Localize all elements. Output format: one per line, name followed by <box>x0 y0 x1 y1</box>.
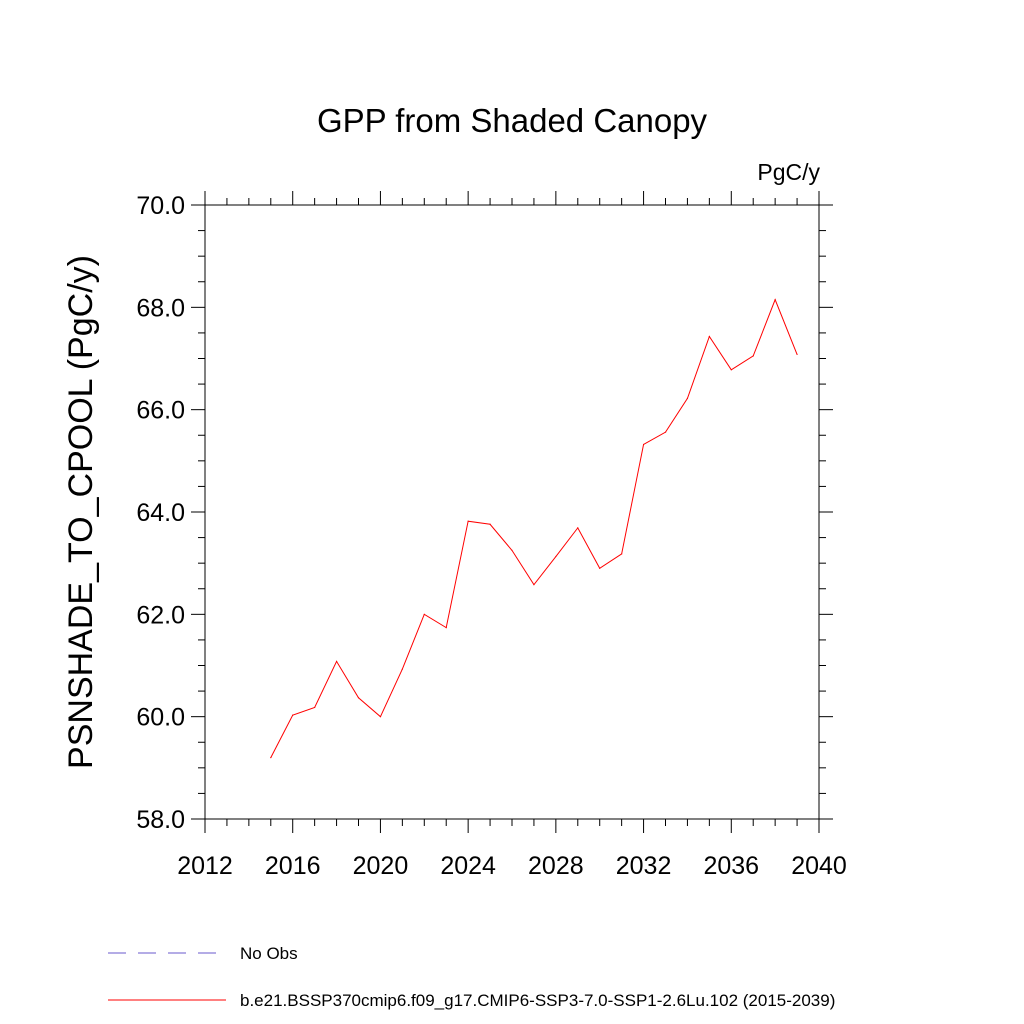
y-tick-label: 58.0 <box>136 806 185 834</box>
legend-label-series: b.e21.BSSP370cmip6.f09_g17.CMIP6-SSP3-7.… <box>240 991 835 1010</box>
data-point <box>445 627 447 629</box>
x-tick-label: 2024 <box>440 852 496 880</box>
x-tick-label: 2012 <box>177 852 233 880</box>
units-label: PgC/y <box>757 159 820 185</box>
x-tick-label: 2040 <box>791 852 847 880</box>
data-point <box>599 567 601 569</box>
chart-title: GPP from Shaded Canopy <box>317 102 708 139</box>
data-point <box>577 527 579 529</box>
data-point <box>664 431 667 433</box>
x-tick-label: 2016 <box>265 852 321 880</box>
data-point <box>423 613 425 615</box>
data-point <box>401 668 403 670</box>
data-point <box>467 520 469 522</box>
y-tick-label: 70.0 <box>136 192 185 220</box>
legend-label-no-obs: No Obs <box>240 944 298 963</box>
y-axis-label: PSNSHADE_TO_CPOOL (PgC/y) <box>62 255 100 769</box>
x-tick-label: 2036 <box>703 852 759 880</box>
data-point <box>796 353 798 356</box>
data-point <box>642 443 645 446</box>
data-point <box>489 523 491 525</box>
y-tick-label: 62.0 <box>136 601 185 629</box>
x-tick-label: 2028 <box>528 852 584 880</box>
y-tick-label: 68.0 <box>136 294 185 322</box>
data-point <box>292 714 294 716</box>
data-point <box>379 716 382 718</box>
data-point <box>555 555 557 558</box>
x-tick-label: 2032 <box>616 852 672 880</box>
plot-frame <box>204 204 820 820</box>
y-tick-label: 64.0 <box>136 499 185 527</box>
data-point <box>686 397 689 400</box>
series-layer <box>270 298 798 759</box>
data-point <box>621 553 623 555</box>
data-point <box>335 660 338 663</box>
y-tick-label: 60.0 <box>136 704 185 732</box>
x-tick-label: 2020 <box>353 852 409 880</box>
data-point <box>730 369 732 371</box>
data-point <box>357 697 360 699</box>
data-point <box>314 706 316 709</box>
data-point <box>774 299 776 301</box>
data-point <box>708 335 710 338</box>
data-point <box>511 549 513 551</box>
data-point <box>270 757 272 759</box>
y-tick-label: 66.0 <box>136 397 185 425</box>
legend: No Obs b.e21.BSSP370cmip6.f09_g17.CMIP6-… <box>108 944 835 1010</box>
data-point <box>533 584 535 586</box>
axis-ticks: 2012 2016 2020 2024 2028 2032 2036 2040 58.0 60.0… <box>136 191 847 880</box>
series-line-0 <box>270 298 798 758</box>
data-point <box>752 355 754 357</box>
